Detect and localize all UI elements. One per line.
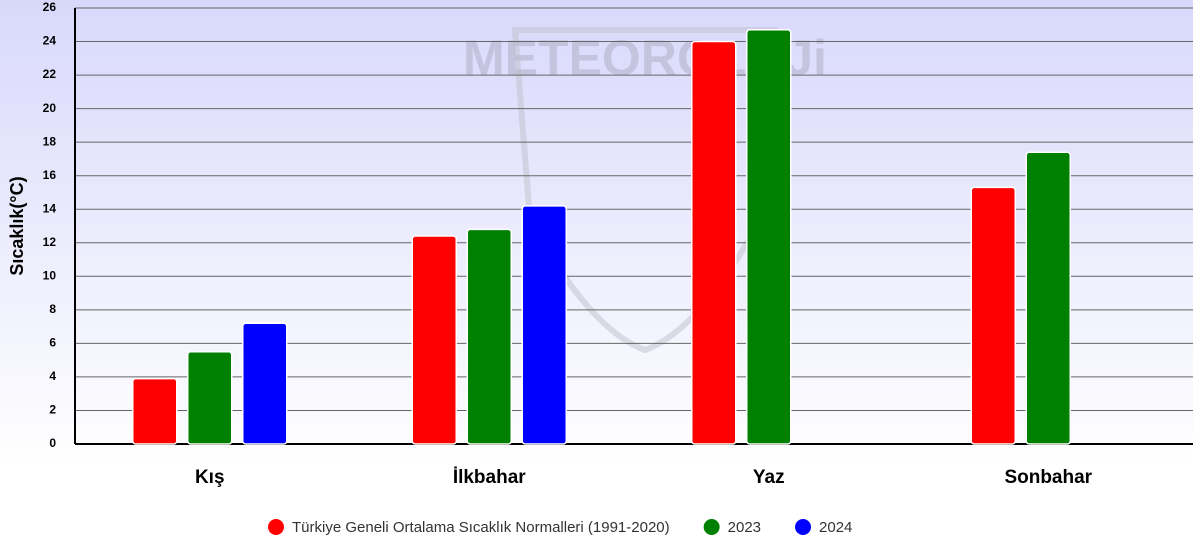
y-tick-label: 20	[43, 101, 57, 115]
y-tick-label: 22	[43, 67, 57, 81]
bar	[187, 351, 233, 445]
x-tick-label: Sonbahar	[1004, 467, 1092, 488]
y-axis-label: Sıcaklık(°C)	[7, 176, 27, 275]
legend-label: 2024	[819, 519, 852, 536]
y-tick-label: 6	[49, 336, 56, 350]
y-tick-label: 18	[43, 134, 57, 148]
bar	[411, 235, 457, 445]
bar	[521, 205, 567, 445]
y-tick-label: 12	[43, 235, 57, 249]
bar	[746, 29, 792, 445]
bar	[132, 377, 178, 445]
legend-label: Türkiye Geneli Ortalama Sıcaklık Normall…	[292, 519, 670, 536]
bar	[691, 40, 737, 445]
x-tick-label: İlkbahar	[453, 467, 526, 488]
y-tick-label: 24	[43, 34, 57, 48]
bar	[242, 322, 288, 445]
legend-label: 2023	[728, 519, 761, 536]
x-tick-label: Yaz	[753, 467, 785, 488]
y-tick-label: 4	[49, 369, 56, 383]
legend-marker	[703, 519, 720, 535]
bar	[1025, 151, 1071, 445]
y-tick-label: 26	[43, 0, 57, 14]
y-tick-label: 14	[43, 201, 57, 215]
x-tick-label: Kış	[195, 467, 225, 488]
y-tick-label: 8	[49, 302, 56, 316]
y-tick-label: 2	[49, 403, 56, 417]
y-tick-label: 10	[43, 268, 57, 282]
bar	[466, 228, 512, 445]
y-tick-label: 0	[49, 436, 56, 450]
legend-marker	[268, 519, 284, 535]
legend-marker	[795, 519, 812, 535]
bar	[970, 186, 1016, 445]
y-tick-label: 16	[43, 168, 57, 182]
